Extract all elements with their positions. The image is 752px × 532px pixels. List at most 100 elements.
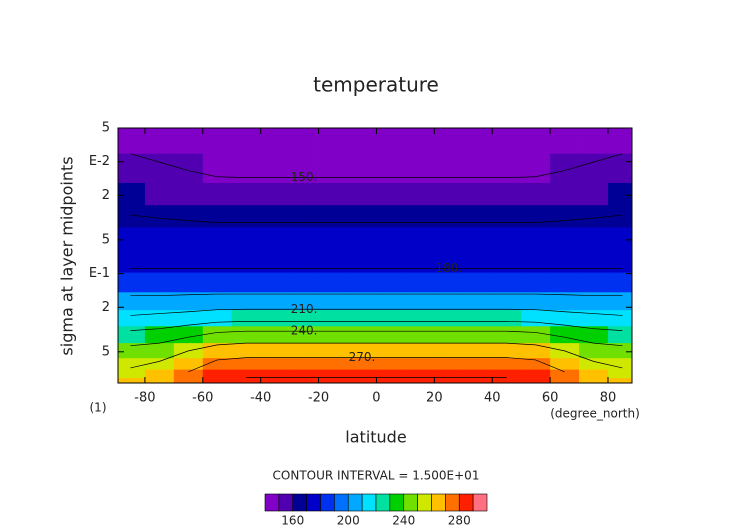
y-tick-label: 2 — [102, 188, 110, 203]
field-cell — [579, 378, 609, 384]
field-cell — [405, 310, 435, 327]
field-cell — [492, 369, 522, 379]
field-cell — [521, 292, 551, 311]
field-cell — [173, 310, 204, 327]
field-cell — [173, 182, 204, 206]
field-cell — [376, 358, 406, 371]
field-cell — [347, 182, 377, 206]
field-cell — [318, 128, 348, 155]
field-cell — [118, 310, 146, 327]
field-cell — [521, 227, 551, 252]
field-cell — [347, 272, 377, 293]
field-cell — [260, 182, 291, 206]
field-cell — [347, 205, 377, 228]
field-cell — [550, 378, 580, 384]
colorbar-box — [306, 493, 321, 512]
contour-interval-note: CONTOUR INTERVAL = 1.500E+01 — [273, 469, 480, 483]
field-cell — [492, 182, 522, 206]
field-cell — [144, 272, 175, 293]
field-cell — [463, 272, 493, 293]
field-cell — [318, 251, 348, 273]
field-cell — [118, 326, 146, 344]
contour-line — [188, 357, 565, 373]
field-cell — [434, 153, 464, 184]
field-cell — [231, 227, 262, 252]
field-cell — [202, 343, 233, 359]
field-cell — [289, 369, 319, 379]
colorbar-box — [278, 493, 294, 512]
contour-line — [130, 330, 623, 347]
field-cell — [202, 128, 233, 155]
field-cell — [376, 205, 406, 228]
field-cell — [231, 182, 262, 206]
field-cell — [231, 378, 262, 384]
field-cell — [173, 251, 204, 273]
field-cell — [521, 182, 551, 206]
field-cell — [405, 205, 435, 228]
field-cell — [405, 343, 435, 359]
contour-label: 180. — [435, 261, 462, 275]
field-cell — [607, 153, 633, 184]
field-cell — [405, 369, 435, 379]
field-cell — [492, 205, 522, 228]
field-cell — [376, 343, 406, 359]
field-cell — [579, 128, 609, 155]
field-cell — [550, 310, 580, 327]
colorbar-box — [417, 493, 432, 512]
field-cell — [202, 227, 233, 252]
field-cell — [260, 326, 291, 344]
field-cell — [173, 358, 204, 371]
field-cell — [289, 358, 319, 371]
field-cell — [144, 369, 175, 379]
y-unit: (1) — [90, 401, 107, 415]
x-tick-label: -60 — [192, 391, 213, 406]
field-cell — [463, 378, 493, 384]
contour-line — [130, 308, 623, 316]
field-cell — [260, 343, 291, 359]
field-cell — [579, 343, 609, 359]
contour-line — [130, 153, 623, 178]
field-cell — [144, 128, 175, 155]
field-cell — [434, 378, 464, 384]
field-cell — [463, 343, 493, 359]
x-tick-label: -40 — [250, 391, 271, 406]
field-cell — [405, 227, 435, 252]
field-cell — [550, 227, 580, 252]
field-cell — [231, 358, 262, 371]
field-cell — [492, 358, 522, 371]
field-cell — [607, 182, 633, 206]
field-cell — [347, 358, 377, 371]
colorbar-box — [334, 493, 349, 512]
field-cell — [434, 251, 464, 273]
field-cell — [289, 310, 319, 327]
contour-line — [130, 321, 623, 331]
x-tick-label: 20 — [426, 391, 443, 406]
field-cell — [550, 272, 580, 293]
field-cell — [202, 205, 233, 228]
field-cell — [607, 358, 633, 371]
field-cell — [434, 205, 464, 228]
field-cell — [260, 358, 291, 371]
field-cell — [463, 153, 493, 184]
field-cell — [118, 182, 146, 206]
field-cell — [521, 205, 551, 228]
field-cell — [144, 358, 175, 371]
field-cell — [231, 343, 262, 359]
y-tick-label: 5 — [102, 232, 110, 247]
field-cell — [550, 182, 580, 206]
field-cell — [434, 272, 464, 293]
colorbar-box — [375, 493, 391, 512]
contour-label: 240. — [291, 324, 318, 338]
field-cell — [376, 369, 406, 379]
field-cell — [434, 128, 464, 155]
field-cell — [607, 310, 633, 327]
field-cell — [376, 272, 406, 293]
field-cell — [463, 251, 493, 273]
field-cell — [463, 310, 493, 327]
field-cell — [521, 251, 551, 273]
field-cell — [492, 153, 522, 184]
field-cell — [579, 182, 609, 206]
field-cell — [347, 292, 377, 311]
field-cell — [607, 205, 633, 228]
field-cell — [521, 343, 551, 359]
